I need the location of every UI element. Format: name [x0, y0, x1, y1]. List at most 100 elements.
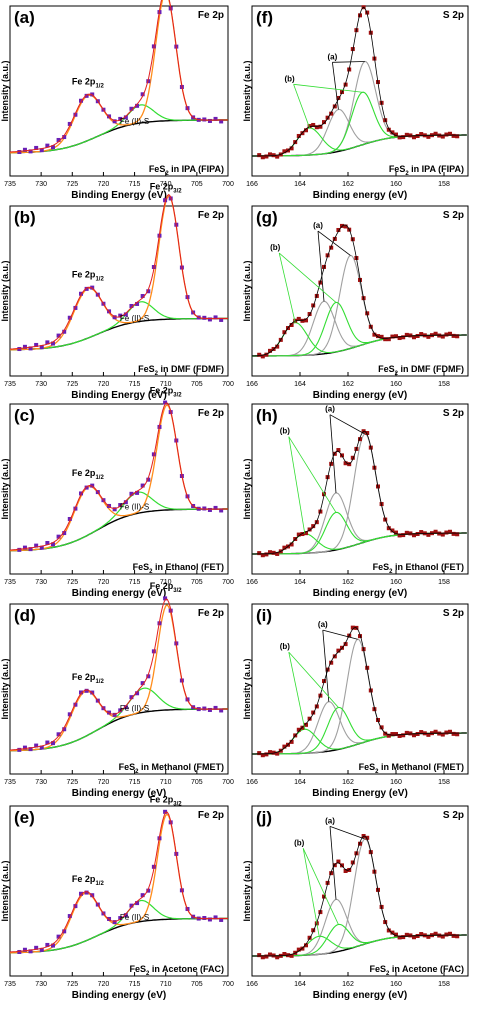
element-label: S 2p: [443, 408, 464, 419]
data-point: [275, 344, 280, 349]
panel-e: 735 730 725 720 715 710 705 700 Binding energy (…: [0, 794, 234, 1001]
pointer-line: [288, 652, 306, 730]
peak-label-sub: 1/2: [95, 475, 104, 481]
data-point: [39, 148, 44, 153]
peak-label-text: Fe 2p: [72, 468, 96, 478]
data-point: [379, 725, 384, 730]
peak-label: Fe 2p1/2: [72, 468, 105, 481]
data-point: [412, 733, 416, 738]
sample-label-text: in Ethanol (FET): [153, 562, 225, 572]
data-point: [271, 153, 276, 158]
x-tick-label: 160: [390, 981, 402, 988]
data-point: [268, 152, 272, 157]
data-point: [22, 947, 27, 952]
x-tick-label: 160: [390, 381, 402, 388]
data-point: [401, 935, 406, 940]
sample-label-text: FeS: [378, 364, 395, 374]
data-point: [311, 710, 316, 715]
fit-envelope: [252, 627, 467, 755]
panel-h: 166 164 162 160 158 Binding energy (eV) Intens…: [242, 403, 469, 599]
element-label: S 2p: [443, 810, 464, 821]
x-tick-label: 735: [4, 779, 16, 786]
data-point: [56, 333, 61, 338]
data-point: [444, 132, 449, 137]
data-point: [45, 740, 50, 745]
data-point: [386, 127, 391, 132]
pointer-line: [329, 414, 365, 435]
plot-frame: [9, 403, 229, 575]
data-point: [207, 118, 212, 123]
x-tick-label: 710: [160, 181, 172, 188]
x-tick-label: 715: [129, 779, 141, 786]
data-point: [140, 681, 145, 686]
sample-label: FeS2 in Acetone (FAC): [369, 964, 464, 977]
x-tick-label: 166: [246, 181, 258, 188]
data-point: [386, 733, 391, 738]
data-point: [45, 541, 50, 546]
y-axis-label: Intensity (a.u.): [242, 60, 252, 121]
data-point: [408, 933, 413, 938]
data-point: [307, 716, 312, 721]
fit-envelope: [9, 598, 228, 751]
data-point: [79, 891, 84, 896]
data-point: [394, 530, 398, 535]
data-point: [455, 334, 460, 339]
data-point: [129, 903, 134, 908]
data-point: [318, 124, 323, 129]
x-tick-label: 158: [438, 181, 450, 188]
sample-label: FeS2 in Methanol (FMET): [359, 762, 464, 775]
data-point: [257, 352, 262, 357]
x-tick-label: 162: [342, 579, 354, 586]
data-point: [28, 547, 33, 552]
sample-label-text: FeS: [119, 762, 136, 772]
panel-letter: (h): [256, 406, 278, 425]
data-point: [118, 116, 123, 121]
fe-2p-component: [10, 604, 228, 752]
peak-label-sub: 3/2: [173, 392, 182, 398]
data-point: [118, 313, 123, 318]
y-axis-label: Intensity (a.u.): [242, 260, 252, 321]
data-point: [289, 739, 294, 744]
data-point: [419, 730, 424, 735]
data-point: [336, 859, 341, 864]
data-point: [397, 533, 402, 538]
component-a-label: (a): [325, 816, 335, 825]
data-point: [260, 354, 265, 359]
data-point: [296, 133, 301, 138]
peak-label-text: Fe 2p: [150, 794, 174, 804]
x-tick-label: 705: [191, 981, 203, 988]
data-point: [213, 505, 218, 510]
x-axis-label: Binding Energy (eV): [312, 788, 408, 799]
data-point: [329, 660, 334, 665]
x-tick-label: 725: [66, 779, 78, 786]
data-point: [451, 933, 456, 938]
data-point: [289, 542, 294, 547]
data-point: [79, 291, 84, 296]
data-point: [135, 301, 140, 306]
peak-label: Fe 2p3/2: [150, 794, 183, 807]
data-point: [17, 150, 22, 155]
panel-letter: (i): [256, 606, 272, 625]
x-tick-label: 735: [4, 181, 16, 188]
data-point: [56, 534, 61, 539]
data-point: [207, 507, 212, 512]
data-point: [404, 530, 409, 535]
data-point: [433, 529, 438, 534]
data-point: [314, 520, 319, 525]
data-point: [135, 901, 140, 906]
data-point: [202, 916, 207, 921]
data-point: [386, 928, 391, 933]
data-point: [365, 835, 370, 840]
peak-label: Fe 2p3/2: [150, 581, 183, 594]
pointer-line: [278, 252, 296, 323]
fe-ii-s-label: Fe (II)-S: [120, 314, 149, 323]
y-axis-label: Intensity (a.u.): [0, 260, 10, 321]
pointer-line: [302, 848, 320, 937]
component-b-label: (b): [284, 74, 295, 83]
sample-label-sub: 2: [395, 371, 399, 377]
data-point: [451, 333, 456, 338]
data-point: [433, 131, 438, 136]
data-point: [22, 344, 27, 349]
data-point: [451, 531, 456, 536]
